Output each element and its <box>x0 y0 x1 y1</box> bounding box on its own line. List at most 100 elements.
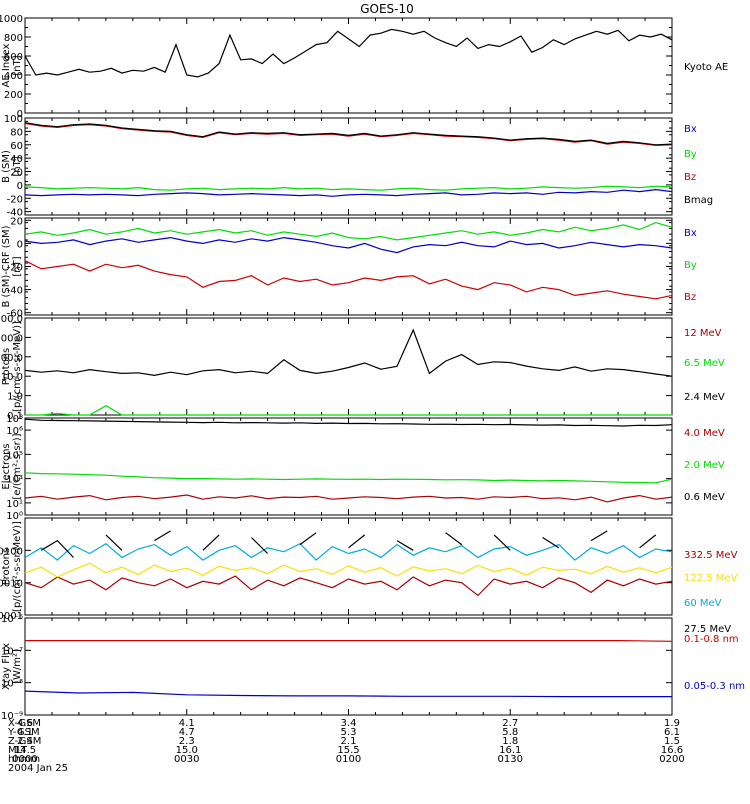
y-tick-label: 10¹ <box>6 499 23 510</box>
legend-label: 0.1-0.8 nm <box>684 634 739 645</box>
ephemeris-row-label: Z-GSM <box>8 736 41 747</box>
panel-frame <box>24 617 673 716</box>
y-tick-label: -20 <box>7 194 23 205</box>
ephemeris-value: 4.7 <box>179 727 195 738</box>
ephemeris-value: 16.1 <box>499 745 521 756</box>
y-tick-label: 0 <box>17 109 23 120</box>
y-tick-label: 0 <box>17 239 23 250</box>
ephemeris-row-label: hhmm <box>8 754 40 765</box>
y-tick-label: 0 <box>17 181 23 192</box>
series-line-0-6-mev <box>24 418 673 427</box>
legend-label: 2.0 MeV <box>684 460 725 471</box>
ephemeris-value: 2.1 <box>341 736 357 747</box>
ephemeris-row-label: MLT <box>8 745 28 756</box>
y-tick-label: 10⁰ <box>6 511 23 522</box>
y-tick-label: 10³ <box>6 475 23 486</box>
ephemeris-value: 6.1 <box>664 727 680 738</box>
series-line-122-5-mev <box>24 562 673 578</box>
legend-label: Kyoto AE <box>684 62 728 73</box>
y-tick-label: 10⁶ <box>6 426 23 437</box>
legend-label: By <box>684 149 697 160</box>
legend-label: Bmag <box>684 195 713 206</box>
ephemeris-value: 0100 <box>336 754 361 765</box>
y-axis-label: [nT] <box>12 156 23 176</box>
ephemeris-value: 15.0 <box>176 745 198 756</box>
y-tick-label: -40 <box>7 208 23 219</box>
y-tick-label: 20 <box>10 168 23 179</box>
ephemeris-value: 15.5 <box>337 745 359 756</box>
series-line-60-mev <box>24 542 673 561</box>
y-axis-label: [e/(cm²-s-sr)] <box>12 433 23 499</box>
y-axis-label: B (SM) <box>1 150 12 183</box>
legend-label: Bx <box>684 228 697 239</box>
panel-bcrf: 20 0 -20 -40 -60 B (SM)-CRF (SM) [nT] Bx By Bz <box>1 216 697 319</box>
series-line-bmag <box>24 122 673 146</box>
legend-label: 2.4 MeV <box>684 392 725 403</box>
series-line-kyoto-ae <box>24 28 673 78</box>
y-tick-label: 100 <box>4 114 23 125</box>
panel-xray: 10⁻⁶ 10⁻⁷ 10⁻⁸ 10⁻⁹ Xray Flux [W/m²] 0.1-0.8 n… <box>1 614 745 722</box>
legend-label: 332.5 MeV <box>684 550 738 561</box>
legend-label: 27.5 MeV <box>684 624 731 635</box>
y-tick-label: 10⁵ <box>6 450 23 461</box>
plot-title: GOES-10 <box>360 2 414 16</box>
series-line-2-0-mev <box>24 472 673 484</box>
series-line-4-0-mev <box>24 494 673 503</box>
legend-label: 6.5 MeV <box>684 358 725 369</box>
ephemeris-value: 3.4 <box>341 718 357 729</box>
ephemeris-value: 0130 <box>498 754 523 765</box>
series-line-bz <box>24 260 673 300</box>
series-line-bx <box>24 188 673 197</box>
series-line-6-5-mev <box>25 405 672 416</box>
y-axis-label: [nT] <box>12 256 23 276</box>
panel-frame <box>24 17 673 114</box>
y-tick-label: 80 <box>10 127 23 138</box>
ephemeris-value: 5.3 <box>341 727 357 738</box>
legend-label: Bx <box>684 124 697 135</box>
panel-protons_hi: 0.0100 0.0010 0.0001 Protons[p/(cm²-s-sr-Me… <box>0 517 738 635</box>
series-line-by <box>24 221 673 241</box>
y-tick-label: 20 <box>10 216 23 227</box>
legend-label: 122.5 MeV <box>684 573 738 584</box>
y-axis-label: B (SM)-CRF (SM) <box>1 225 12 307</box>
panel-bsm: 100 80 60 40 20 0 -20 -40 B (SM) [nT] Bx By Bz Bmag <box>1 114 713 219</box>
y-tick-label: -20 <box>7 263 23 274</box>
legend-label: 4.0 MeV <box>684 428 725 439</box>
ephemeris-value: 2.7 <box>502 718 518 729</box>
y-tick-label: 40 <box>10 154 23 165</box>
y-tick-label: -40 <box>7 286 23 297</box>
y-axis-label: AE Index <box>1 43 12 87</box>
y-tick-label: 0.0010 <box>0 579 23 590</box>
y-axis-label: Electrons <box>1 443 12 489</box>
legend-label: Bz <box>684 292 696 303</box>
ephemeris-value: 2.4 <box>17 736 33 747</box>
y-tick-label: 400 <box>4 71 23 82</box>
plot-date: 2004 Jan 25 <box>8 763 68 774</box>
series-line-27-5-mev <box>40 530 657 558</box>
y-tick-label: 10⁻⁶ <box>1 614 23 625</box>
panel-frame <box>24 117 673 216</box>
ephemeris-value: 5.8 <box>502 727 518 738</box>
ephemeris-row-label: X-GSM <box>8 718 41 729</box>
y-tick-label: 10⁻⁸ <box>1 679 23 690</box>
ephemeris-value: 4.6 <box>17 718 33 729</box>
series-line-0-05-0-3-nm <box>24 690 672 698</box>
y-tick-label: 0.0001 <box>0 611 23 622</box>
y-tick-label: 10⁸ <box>6 414 23 425</box>
y-tick-label: 60 <box>10 141 23 152</box>
y-tick-label: 100.0 <box>0 353 23 364</box>
legend-label: By <box>684 260 697 271</box>
series-line-332-5-mev <box>24 575 673 597</box>
y-axis-label: [W/m²] <box>12 649 23 684</box>
ephemeris-row-label: Y-GSM <box>7 727 40 738</box>
ephemeris-value: 4.1 <box>179 718 195 729</box>
y-tick-label: 10⁻⁹ <box>1 711 23 722</box>
y-tick-label: 200 <box>4 90 23 101</box>
ephemeris-value: 0200 <box>659 754 684 765</box>
